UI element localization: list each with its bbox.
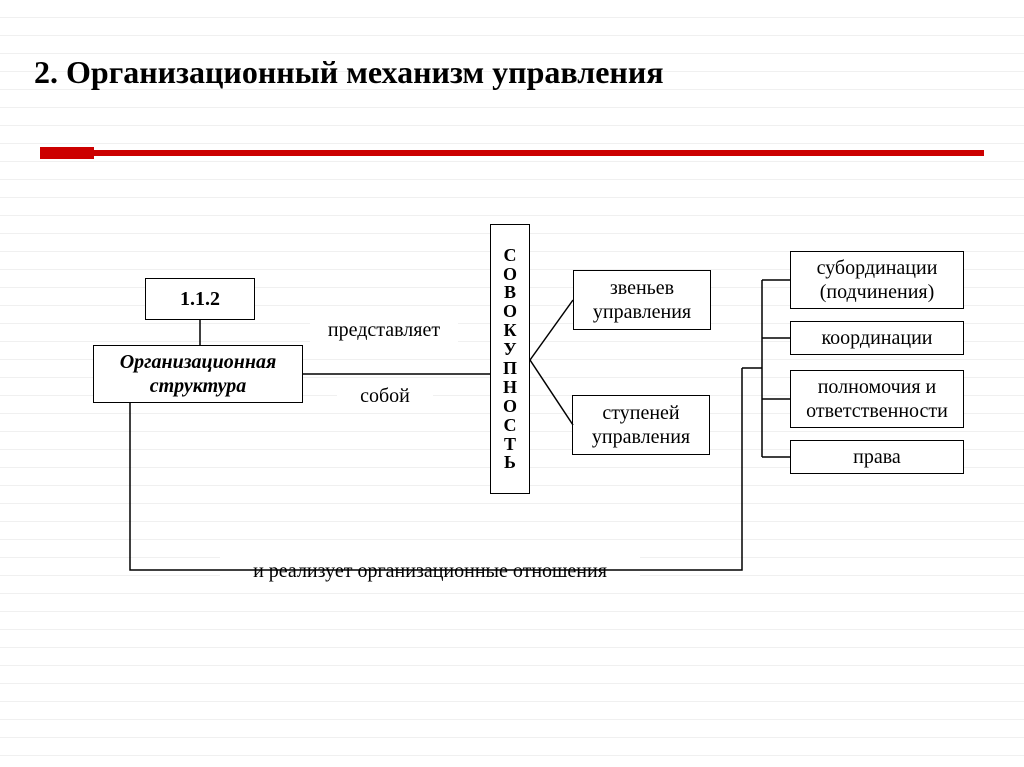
node-sovokupnost-vertical: СОВОКУПНОСТЬ [490, 224, 530, 494]
node-polnomochiya: полномочия и ответственности [790, 370, 964, 428]
node-org-struct: Организационная структура [93, 345, 303, 403]
node-subordinacii: субординации (подчинения) [790, 251, 964, 309]
node-112: 1.1.2 [145, 278, 255, 320]
node-predstavlyaet: представляет [310, 315, 458, 345]
node-koordinacii: координации [790, 321, 964, 355]
node-stupeney: ступеней управления [572, 395, 710, 455]
node-zvenyev: звеньев управления [573, 270, 711, 330]
node-realizuet: и реализует организационные отношения [220, 556, 640, 586]
red-underline [40, 150, 984, 156]
slide-root: 2. Организационный механизм управления 1… [0, 0, 1024, 767]
node-prava: права [790, 440, 964, 474]
node-soboy: собой [337, 381, 433, 411]
slide-title: 2. Организационный механизм управления [34, 54, 664, 91]
